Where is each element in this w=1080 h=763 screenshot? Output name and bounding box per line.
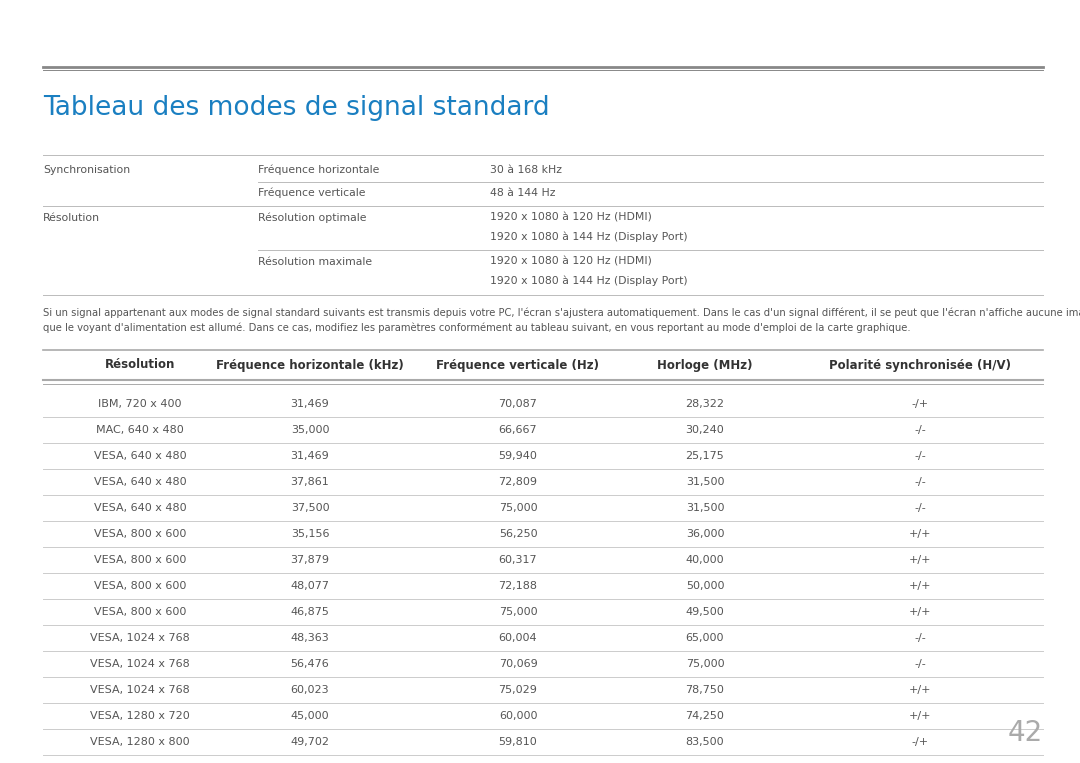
Text: +/+: +/+	[908, 581, 931, 591]
Text: -/-: -/-	[914, 633, 926, 643]
Text: +/+: +/+	[908, 711, 931, 721]
Text: VESA, 800 x 600: VESA, 800 x 600	[94, 529, 186, 539]
Text: 65,000: 65,000	[686, 633, 725, 643]
Text: VESA, 1280 x 720: VESA, 1280 x 720	[90, 711, 190, 721]
Text: 48,077: 48,077	[291, 581, 329, 591]
Text: 72,188: 72,188	[499, 581, 538, 591]
Text: Synchronisation: Synchronisation	[43, 165, 130, 175]
Text: 72,809: 72,809	[499, 477, 538, 487]
Text: 31,469: 31,469	[291, 451, 329, 461]
Text: que le voyant d'alimentation est allumé. Dans ce cas, modifiez les paramètres co: que le voyant d'alimentation est allumé.…	[43, 323, 910, 333]
Text: +/+: +/+	[908, 685, 931, 695]
Text: 60,004: 60,004	[499, 633, 538, 643]
Text: VESA, 640 x 480: VESA, 640 x 480	[94, 477, 187, 487]
Text: +/+: +/+	[908, 529, 931, 539]
Text: Résolution maximale: Résolution maximale	[258, 257, 373, 267]
Text: Fréquence horizontale (kHz): Fréquence horizontale (kHz)	[216, 359, 404, 372]
Text: Tableau des modes de signal standard: Tableau des modes de signal standard	[43, 95, 550, 121]
Text: 70,069: 70,069	[499, 659, 538, 669]
Text: -/+: -/+	[912, 399, 929, 409]
Text: -/+: -/+	[912, 737, 929, 747]
Text: 31,500: 31,500	[686, 503, 725, 513]
Text: 25,175: 25,175	[686, 451, 725, 461]
Text: VESA, 640 x 480: VESA, 640 x 480	[94, 503, 187, 513]
Text: +/+: +/+	[908, 555, 931, 565]
Text: 37,861: 37,861	[291, 477, 329, 487]
Text: VESA, 800 x 600: VESA, 800 x 600	[94, 555, 186, 565]
Text: 48,363: 48,363	[291, 633, 329, 643]
Text: VESA, 800 x 600: VESA, 800 x 600	[94, 581, 186, 591]
Text: 31,500: 31,500	[686, 477, 725, 487]
Text: 1920 x 1080 à 144 Hz (Display Port): 1920 x 1080 à 144 Hz (Display Port)	[490, 275, 688, 286]
Text: 60,000: 60,000	[499, 711, 537, 721]
Text: 37,879: 37,879	[291, 555, 329, 565]
Text: VESA, 1280 x 800: VESA, 1280 x 800	[91, 737, 190, 747]
Text: 37,500: 37,500	[291, 503, 329, 513]
Text: 75,000: 75,000	[686, 659, 725, 669]
Text: 1920 x 1080 à 120 Hz (HDMI): 1920 x 1080 à 120 Hz (HDMI)	[490, 257, 652, 267]
Text: +/+: +/+	[908, 607, 931, 617]
Text: 30 à 168 kHz: 30 à 168 kHz	[490, 165, 562, 175]
Text: 49,702: 49,702	[291, 737, 329, 747]
Text: 83,500: 83,500	[686, 737, 725, 747]
Text: 42: 42	[1008, 719, 1043, 747]
Text: Résolution: Résolution	[43, 213, 100, 223]
Text: 46,875: 46,875	[291, 607, 329, 617]
Text: VESA, 800 x 600: VESA, 800 x 600	[94, 607, 186, 617]
Text: 56,476: 56,476	[291, 659, 329, 669]
Text: 30,240: 30,240	[686, 425, 725, 435]
Text: Résolution optimale: Résolution optimale	[258, 213, 366, 224]
Text: -/-: -/-	[914, 503, 926, 513]
Text: VESA, 640 x 480: VESA, 640 x 480	[94, 451, 187, 461]
Text: 75,029: 75,029	[499, 685, 538, 695]
Text: Fréquence verticale (Hz): Fréquence verticale (Hz)	[436, 359, 599, 372]
Text: VESA, 1024 x 768: VESA, 1024 x 768	[90, 633, 190, 643]
Text: Résolution: Résolution	[105, 359, 175, 372]
Text: 50,000: 50,000	[686, 581, 725, 591]
Text: 59,810: 59,810	[499, 737, 538, 747]
Text: -/-: -/-	[914, 425, 926, 435]
Text: 36,000: 36,000	[686, 529, 725, 539]
Text: 75,000: 75,000	[499, 503, 538, 513]
Text: 40,000: 40,000	[686, 555, 725, 565]
Text: 35,000: 35,000	[291, 425, 329, 435]
Text: IBM, 720 x 400: IBM, 720 x 400	[98, 399, 181, 409]
Text: 60,317: 60,317	[499, 555, 538, 565]
Text: 74,250: 74,250	[686, 711, 725, 721]
Text: VESA, 1024 x 768: VESA, 1024 x 768	[90, 659, 190, 669]
Text: 59,940: 59,940	[499, 451, 538, 461]
Text: -/-: -/-	[914, 451, 926, 461]
Text: 1920 x 1080 à 120 Hz (HDMI): 1920 x 1080 à 120 Hz (HDMI)	[490, 213, 652, 223]
Text: Fréquence horizontale: Fréquence horizontale	[258, 165, 379, 175]
Text: 45,000: 45,000	[291, 711, 329, 721]
Text: 49,500: 49,500	[686, 607, 725, 617]
Text: -/-: -/-	[914, 659, 926, 669]
Text: 78,750: 78,750	[686, 685, 725, 695]
Text: 60,023: 60,023	[291, 685, 329, 695]
Text: 28,322: 28,322	[686, 399, 725, 409]
Text: 75,000: 75,000	[499, 607, 538, 617]
Text: 1920 x 1080 à 144 Hz (Display Port): 1920 x 1080 à 144 Hz (Display Port)	[490, 232, 688, 242]
Text: 70,087: 70,087	[499, 399, 538, 409]
Text: MAC, 640 x 480: MAC, 640 x 480	[96, 425, 184, 435]
Text: 66,667: 66,667	[499, 425, 538, 435]
Text: Fréquence verticale: Fréquence verticale	[258, 188, 365, 198]
Text: 31,469: 31,469	[291, 399, 329, 409]
Text: VESA, 1024 x 768: VESA, 1024 x 768	[90, 685, 190, 695]
Text: 48 à 144 Hz: 48 à 144 Hz	[490, 188, 555, 198]
Text: 35,156: 35,156	[291, 529, 329, 539]
Text: Horloge (MHz): Horloge (MHz)	[658, 359, 753, 372]
Text: Polarité synchronisée (H/V): Polarité synchronisée (H/V)	[829, 359, 1011, 372]
Text: -/-: -/-	[914, 477, 926, 487]
Text: Si un signal appartenant aux modes de signal standard suivants est transmis depu: Si un signal appartenant aux modes de si…	[43, 307, 1080, 318]
Text: 56,250: 56,250	[499, 529, 538, 539]
